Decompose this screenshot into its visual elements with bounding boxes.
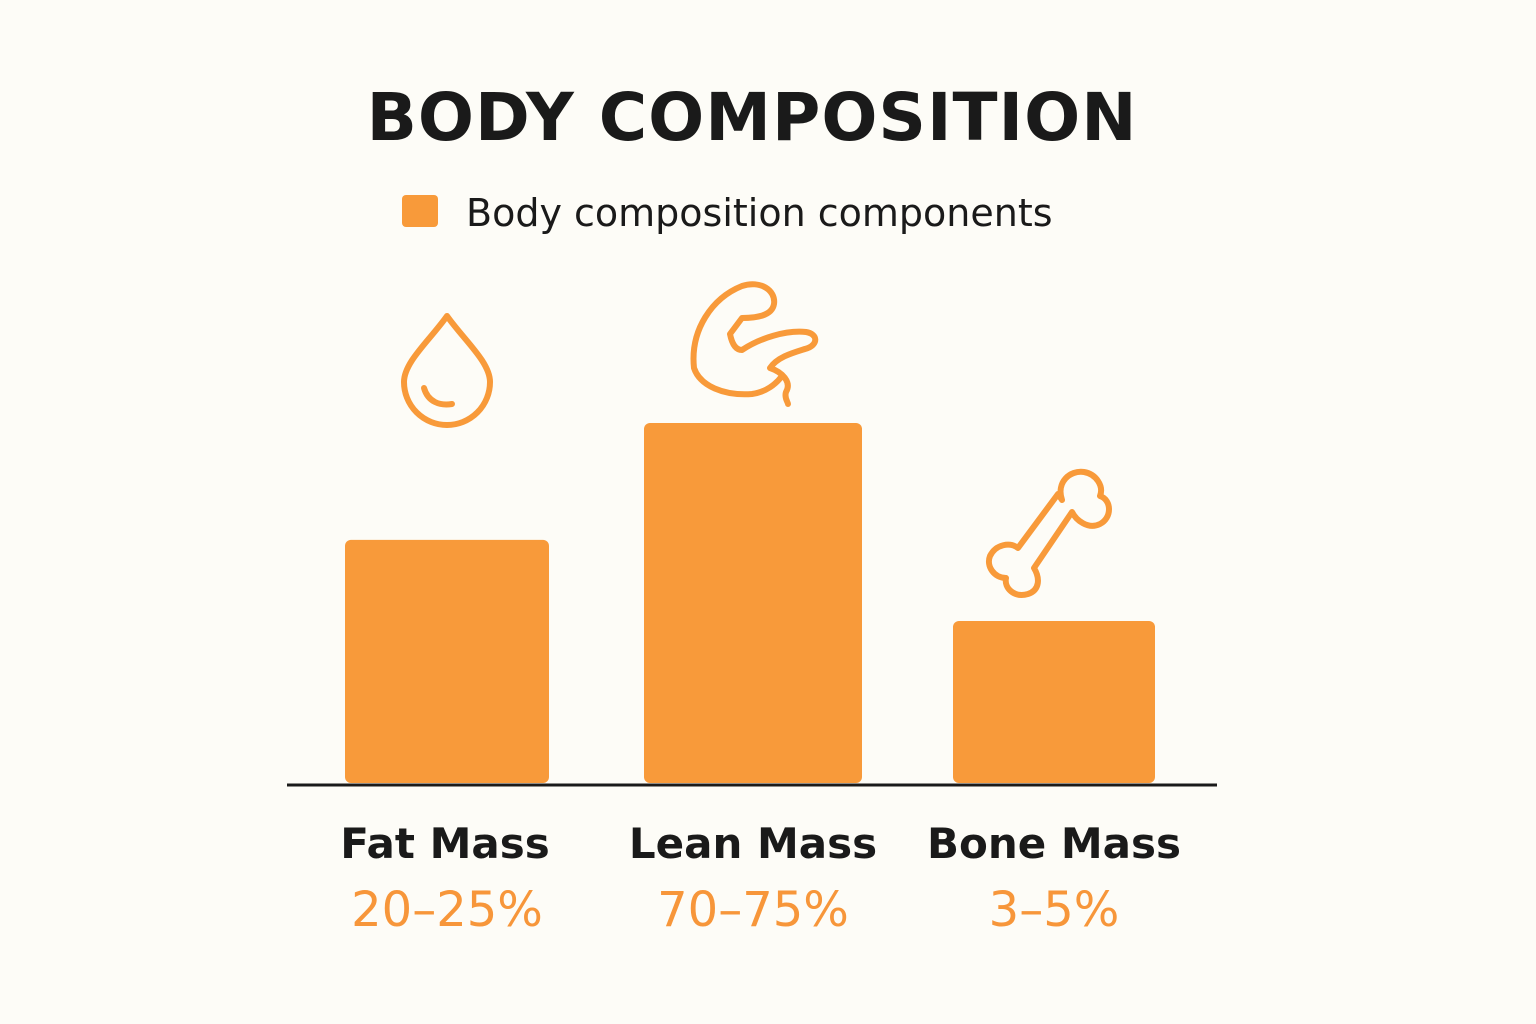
bone-icon <box>986 468 1112 598</box>
value-labels: 20–25% 70–75% 3–5% <box>351 882 1119 938</box>
bar-bone-mass <box>953 621 1155 783</box>
icons-group <box>401 281 1112 598</box>
legend-swatch <box>402 195 438 227</box>
chart-title: BODY COMPOSITION <box>367 79 1138 156</box>
bars-group <box>345 423 1155 783</box>
value-label: 3–5% <box>989 882 1120 938</box>
value-label: 20–25% <box>351 882 543 938</box>
legend: Body composition components <box>402 191 1053 235</box>
value-label: 70–75% <box>657 882 849 938</box>
category-labels: Fat Mass Lean Mass Bone Mass <box>340 819 1181 868</box>
legend-label: Body composition components <box>466 191 1053 235</box>
category-label: Fat Mass <box>340 819 549 868</box>
category-label: Lean Mass <box>629 819 877 868</box>
water-drop-highlight <box>421 385 455 408</box>
bone-outline <box>986 468 1112 598</box>
bar-fat-mass <box>345 539 549 783</box>
flexed-bicep-icon <box>690 281 819 407</box>
water-drop-outline <box>401 313 493 428</box>
water-drop-icon <box>401 313 493 428</box>
bicep-outline <box>690 281 819 407</box>
category-label: Bone Mass <box>927 819 1181 868</box>
bar-lean-mass <box>644 423 862 783</box>
